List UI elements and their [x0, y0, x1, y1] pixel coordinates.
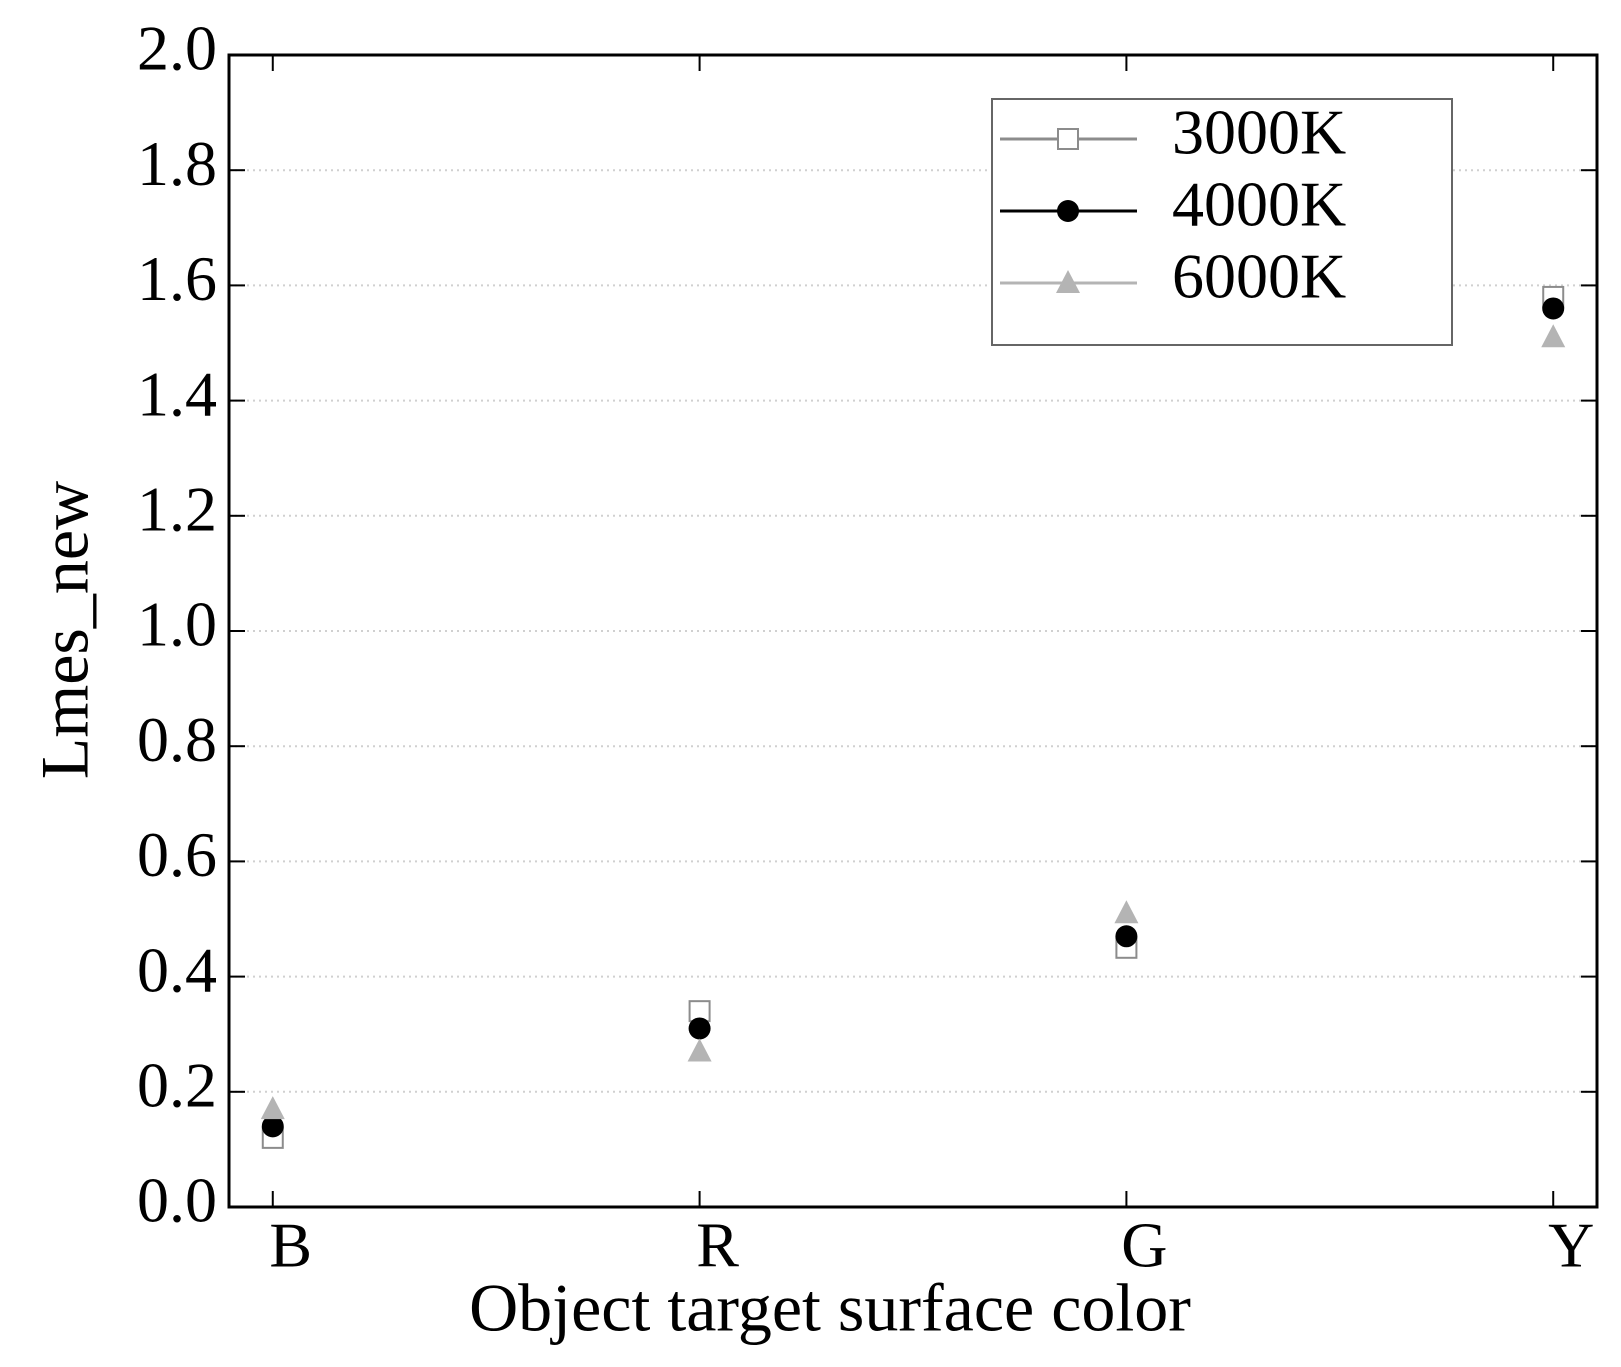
y-axis-label: Lmes_new: [27, 481, 103, 779]
legend-label: 6000K: [1172, 241, 1346, 312]
point: [1114, 900, 1139, 924]
point: [1541, 324, 1566, 348]
legend-label: 4000K: [1172, 169, 1346, 240]
y-tick-label: 0.2: [137, 1049, 217, 1120]
point: [1057, 128, 1079, 150]
y-tick-label: 0.8: [137, 704, 217, 775]
y-tick-label: 0.6: [137, 819, 217, 890]
legend-label: 3000K: [1172, 97, 1346, 168]
y-tick-label: 1.4: [137, 358, 217, 429]
y-tick-label: 0.4: [137, 934, 217, 1005]
point: [1057, 200, 1079, 222]
x-tick-label: G: [1121, 1210, 1167, 1281]
point: [261, 1115, 284, 1138]
x-axis-label: Object target surface color: [469, 1270, 1191, 1346]
point: [1115, 925, 1138, 948]
y-tick-label: 0.0: [137, 1165, 217, 1236]
y-tick-label: 1.6: [137, 243, 217, 314]
x-tick-label: R: [696, 1210, 739, 1281]
point: [260, 1096, 285, 1120]
point: [1542, 297, 1565, 320]
y-tick-label: 1.2: [137, 473, 217, 544]
point: [1056, 270, 1080, 293]
point: [688, 1017, 711, 1040]
x-tick-label: Y: [1548, 1210, 1594, 1281]
y-tick-label: 2.0: [137, 13, 217, 84]
x-tick-label: B: [269, 1210, 312, 1281]
plot-frame: [227, 53, 1599, 1209]
y-tick-label: 1.0: [137, 589, 217, 660]
point: [687, 1038, 712, 1062]
y-tick-label: 1.8: [137, 128, 217, 199]
